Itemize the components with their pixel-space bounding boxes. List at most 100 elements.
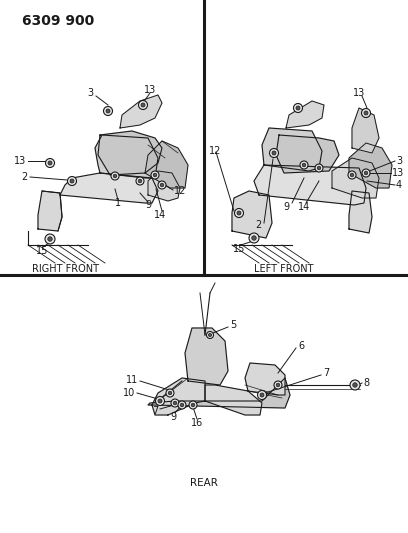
Circle shape [237, 211, 241, 215]
Text: 5: 5 [230, 320, 236, 330]
Text: 9: 9 [170, 412, 176, 422]
Text: 10: 10 [123, 388, 135, 398]
Circle shape [252, 236, 256, 240]
Text: 13: 13 [353, 88, 365, 98]
Circle shape [293, 103, 302, 112]
Polygon shape [98, 131, 162, 175]
Text: 13: 13 [144, 85, 156, 95]
Text: 6309 900: 6309 900 [22, 14, 94, 28]
Circle shape [353, 383, 357, 387]
Polygon shape [262, 128, 322, 171]
Circle shape [155, 397, 164, 406]
Text: 12: 12 [209, 146, 222, 156]
Circle shape [67, 176, 77, 185]
Circle shape [138, 101, 148, 109]
Text: 3: 3 [87, 88, 93, 98]
Circle shape [274, 381, 282, 389]
Circle shape [257, 391, 266, 400]
Polygon shape [148, 378, 290, 408]
Circle shape [249, 233, 259, 243]
Circle shape [191, 403, 195, 407]
Text: 9: 9 [284, 202, 290, 212]
Polygon shape [232, 191, 272, 238]
Circle shape [173, 401, 177, 405]
Circle shape [158, 181, 166, 189]
Polygon shape [152, 378, 205, 415]
Circle shape [151, 171, 159, 179]
Circle shape [178, 401, 186, 409]
Circle shape [171, 399, 179, 407]
Circle shape [206, 332, 213, 338]
Polygon shape [245, 363, 285, 395]
Circle shape [302, 163, 306, 167]
Text: 15: 15 [36, 246, 48, 256]
Circle shape [362, 169, 370, 177]
Text: 7: 7 [152, 406, 158, 416]
Circle shape [48, 161, 52, 165]
Circle shape [111, 172, 119, 180]
Polygon shape [276, 135, 339, 173]
Circle shape [141, 103, 145, 107]
Text: 13: 13 [392, 168, 404, 178]
Polygon shape [38, 191, 62, 231]
Polygon shape [185, 328, 228, 385]
Text: 8: 8 [363, 378, 369, 388]
Polygon shape [349, 191, 372, 233]
Polygon shape [120, 95, 162, 128]
Circle shape [364, 171, 368, 175]
Text: 2: 2 [256, 220, 262, 230]
Polygon shape [352, 108, 379, 153]
Polygon shape [349, 143, 392, 188]
Circle shape [106, 109, 110, 113]
Circle shape [317, 166, 321, 170]
Text: 9: 9 [145, 200, 151, 210]
Circle shape [315, 164, 323, 172]
Polygon shape [332, 158, 379, 198]
Circle shape [350, 173, 354, 177]
Text: 14: 14 [298, 202, 310, 212]
Text: 12: 12 [174, 186, 186, 196]
Circle shape [348, 171, 356, 179]
Polygon shape [205, 385, 262, 415]
Circle shape [113, 174, 117, 178]
Circle shape [46, 158, 55, 167]
Text: 1: 1 [115, 198, 121, 208]
Text: 2: 2 [22, 172, 28, 182]
Circle shape [45, 234, 55, 244]
Circle shape [138, 179, 142, 183]
Polygon shape [254, 165, 366, 205]
Circle shape [208, 334, 212, 336]
Polygon shape [145, 141, 188, 188]
Text: 11: 11 [126, 375, 138, 385]
Polygon shape [60, 173, 158, 203]
Circle shape [260, 393, 264, 397]
Text: 15: 15 [233, 244, 245, 254]
Circle shape [235, 208, 244, 217]
Text: RIGHT FRONT: RIGHT FRONT [31, 264, 98, 274]
Polygon shape [148, 171, 180, 201]
Text: 7: 7 [323, 368, 329, 378]
Circle shape [166, 389, 174, 397]
Circle shape [296, 106, 300, 110]
Circle shape [300, 161, 308, 169]
Circle shape [168, 391, 172, 395]
Circle shape [350, 380, 360, 390]
Circle shape [153, 173, 157, 177]
Circle shape [70, 179, 74, 183]
Text: LEFT FRONT: LEFT FRONT [254, 264, 314, 274]
Text: 16: 16 [191, 418, 203, 428]
Circle shape [272, 151, 276, 155]
Text: 13: 13 [14, 156, 26, 166]
Text: 6: 6 [298, 341, 304, 351]
Text: 14: 14 [154, 210, 166, 220]
Polygon shape [286, 101, 324, 128]
Text: 4: 4 [396, 180, 402, 190]
Circle shape [48, 237, 52, 241]
Circle shape [160, 183, 164, 187]
Circle shape [189, 401, 197, 409]
Circle shape [158, 399, 162, 403]
Circle shape [364, 111, 368, 115]
Circle shape [276, 383, 280, 387]
Circle shape [180, 403, 184, 407]
Polygon shape [95, 135, 158, 178]
